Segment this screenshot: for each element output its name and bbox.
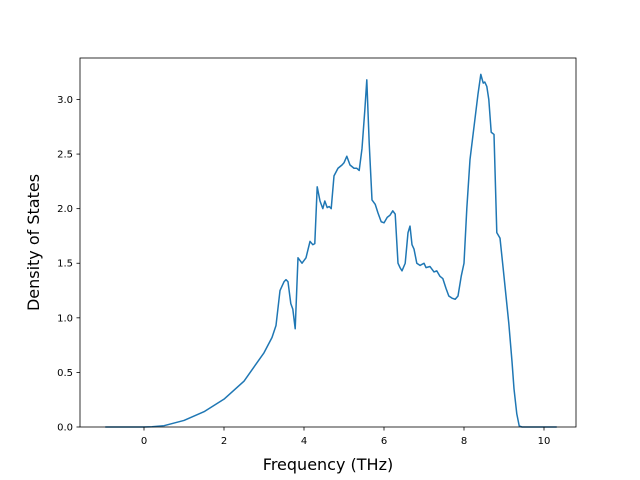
y-tick-label: 2.0 — [57, 204, 73, 215]
y-axis-ticks: 0.0 0.5 1.0 1.5 2.0 2.5 3.0 — [57, 95, 80, 434]
x-tick-label: 2 — [221, 436, 227, 447]
plot-frame — [79, 57, 577, 428]
y-tick-label: 0.0 — [57, 423, 73, 434]
y-axis-label: Density of States — [24, 174, 43, 311]
x-tick-label: 6 — [381, 436, 387, 447]
series-line — [105, 73, 557, 428]
y-tick-label: 0.5 — [57, 368, 73, 379]
plot-background — [80, 58, 576, 427]
x-tick-label: 4 — [301, 436, 307, 447]
y-tick-label: 1.5 — [57, 259, 73, 270]
y-tick-label: 2.5 — [57, 150, 73, 161]
x-tick-label: 0 — [141, 436, 147, 447]
y-tick-label: 3.0 — [57, 95, 73, 106]
x-tick-label: 8 — [461, 436, 467, 447]
x-tick-label: 10 — [538, 436, 551, 447]
x-axis-label: Frequency (THz) — [263, 455, 393, 474]
x-axis-ticks: 0 2 4 6 8 10 — [141, 427, 551, 447]
y-tick-label: 1.0 — [57, 313, 73, 324]
